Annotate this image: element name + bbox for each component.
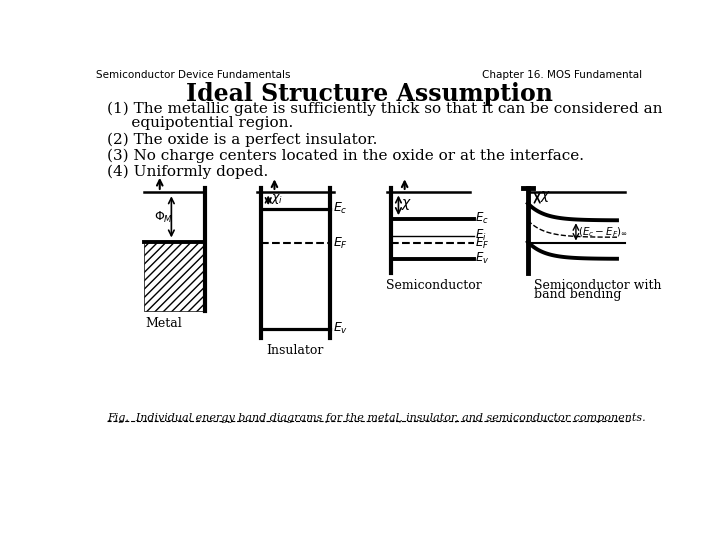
Text: Chapter 16. MOS Fundamental: Chapter 16. MOS Fundamental (482, 70, 642, 80)
Text: Semiconductor with: Semiconductor with (534, 279, 662, 292)
Text: Fig.  Individual energy band diagrams for the metal, insulator, and semiconducto: Fig. Individual energy band diagrams for… (107, 413, 646, 423)
Text: $E_c$: $E_c$ (333, 201, 348, 217)
Bar (144, 242, 204, 311)
Text: $\chi_i$: $\chi_i$ (271, 192, 283, 206)
Text: (3) No charge centers located in the oxide or at the interface.: (3) No charge centers located in the oxi… (107, 148, 584, 163)
Text: $E_v$: $E_v$ (333, 321, 348, 336)
Text: band bending: band bending (534, 288, 621, 301)
Text: $(E_c - E_F)_\infty$: $(E_c - E_F)_\infty$ (578, 225, 629, 239)
Text: $E_v$: $E_v$ (475, 251, 490, 266)
Text: (1) The metallic gate is sufficiently thick so that it can be considered an: (1) The metallic gate is sufficiently th… (107, 102, 662, 116)
Text: Metal: Metal (145, 318, 182, 330)
Text: $\Phi_M$: $\Phi_M$ (153, 210, 173, 225)
Text: $\chi$: $\chi$ (401, 197, 412, 212)
Text: equipotential region.: equipotential region. (107, 116, 293, 130)
Polygon shape (144, 242, 204, 311)
Text: (2) The oxide is a perfect insulator.: (2) The oxide is a perfect insulator. (107, 132, 377, 147)
Text: $E_i$: $E_i$ (475, 228, 487, 244)
Text: Semiconductor: Semiconductor (386, 279, 482, 292)
Text: $\chi$: $\chi$ (539, 189, 551, 204)
Text: $E_c$: $E_c$ (475, 211, 489, 226)
Text: $E_F$: $E_F$ (333, 236, 348, 251)
Text: Insulator: Insulator (266, 345, 324, 357)
Text: Ideal Structure Assumption: Ideal Structure Assumption (186, 82, 552, 106)
Text: Semiconductor Device Fundamentals: Semiconductor Device Fundamentals (96, 70, 291, 80)
Text: $E_F$: $E_F$ (475, 236, 490, 251)
Text: (4) Uniformly doped.: (4) Uniformly doped. (107, 165, 269, 179)
